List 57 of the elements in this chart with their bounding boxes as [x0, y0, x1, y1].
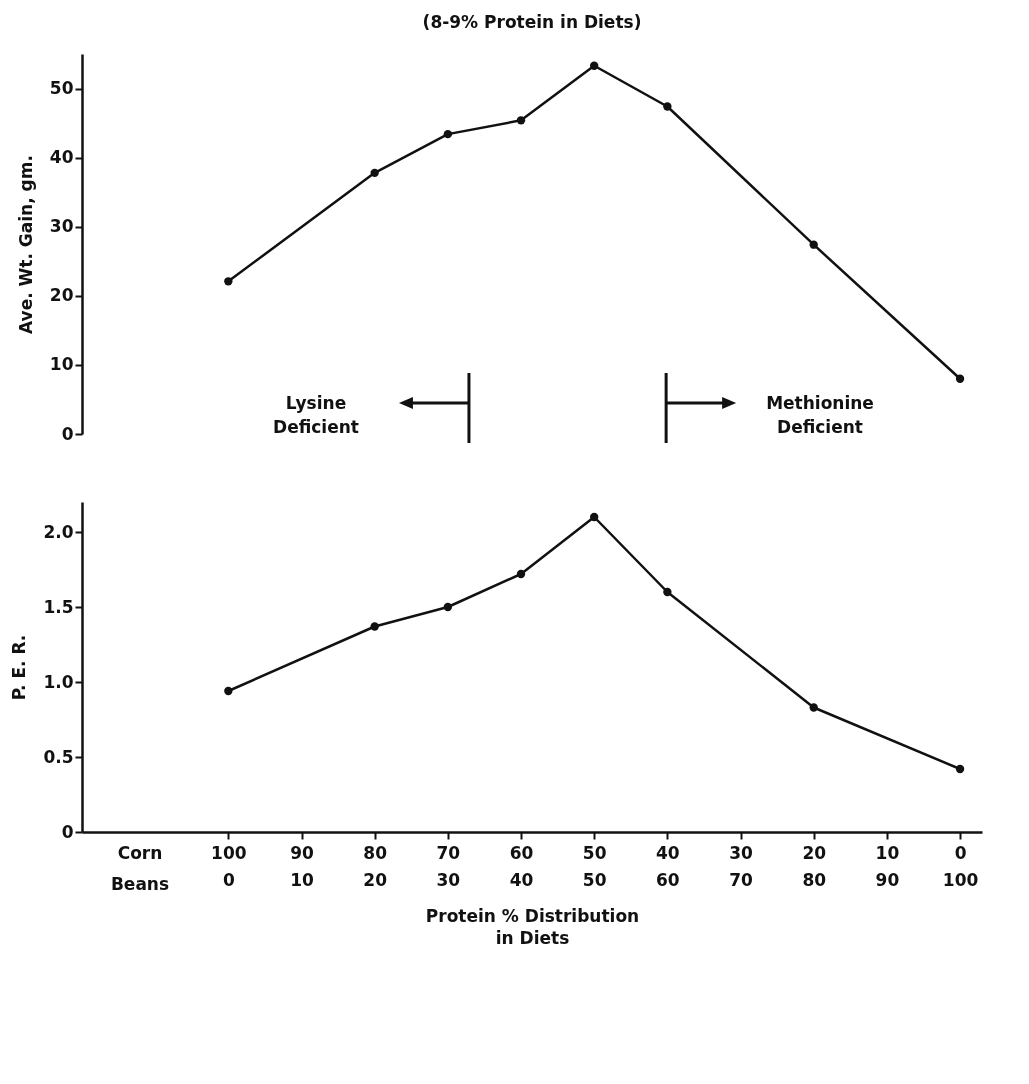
point [224, 686, 233, 696]
point [955, 374, 965, 383]
x2-tick-label: 40 [509, 869, 534, 890]
point [370, 168, 379, 178]
point [809, 703, 818, 712]
x-tick-label: 70 [436, 842, 461, 863]
point [443, 602, 453, 612]
point [590, 61, 599, 70]
x2-tick-label: 80 [802, 869, 827, 890]
y-axis-title: P. E. R. [9, 634, 30, 701]
x2-tick-label: 10 [290, 869, 314, 890]
text: Corn [117, 843, 163, 863]
x-tick-label: 50 [582, 842, 607, 863]
x-tick-label: 20 [802, 842, 827, 863]
x-axis-title: Protein % Distribution in Diets [425, 905, 640, 948]
y-tick-label: 50 [49, 78, 74, 99]
x2-tick-label: 70 [729, 869, 754, 890]
x2-tick-label: 30 [436, 869, 461, 890]
chart-title: (8-9% Protein in Diets) [422, 12, 642, 32]
y-tick-label: 20 [49, 285, 74, 306]
y-tick-label: 2.0 [43, 521, 74, 542]
x2-tick-label: 0 [222, 869, 235, 890]
y-axis-title: Ave. Wt. Gain, gm. [15, 155, 36, 334]
point [809, 240, 818, 249]
annotation: Lysine Deficient [273, 393, 359, 437]
text: Beans [110, 874, 170, 894]
x-tick-label: 40 [656, 842, 680, 863]
y-tick-label: 30 [49, 216, 74, 237]
x-tick-label: 100 [211, 842, 247, 863]
y-tick-label: 10 [49, 354, 74, 375]
y-tick-label: 0.5 [43, 746, 74, 767]
x2-tick-label: 100 [942, 869, 979, 890]
point [443, 129, 453, 139]
x-tick-label: 10 [875, 842, 900, 863]
x-tick-label: 30 [729, 842, 754, 863]
x2-tick-label: 60 [656, 869, 680, 890]
point [590, 512, 599, 522]
y-tick-label: 0 [61, 423, 74, 444]
x-tick-label: 0 [954, 842, 967, 863]
x-tick-label: 80 [363, 842, 388, 863]
x2-tick-label: 90 [875, 869, 900, 890]
y-tick-label: 1.0 [43, 671, 74, 692]
point [224, 277, 233, 286]
x-tick-label: 60 [509, 842, 534, 863]
point [370, 622, 379, 631]
point [663, 587, 672, 597]
point [663, 102, 672, 111]
y-tick-label: 1.5 [43, 596, 74, 617]
annotation: Methionine Deficient [766, 393, 874, 437]
x2-tick-label: 50 [582, 869, 607, 890]
point [955, 764, 965, 774]
point [516, 116, 526, 125]
y-tick-label: 40 [49, 147, 74, 168]
x2-tick-label: 20 [363, 869, 388, 890]
y-tick-label: 0 [61, 821, 74, 842]
x-tick-label: 90 [290, 842, 314, 863]
point [516, 569, 526, 579]
